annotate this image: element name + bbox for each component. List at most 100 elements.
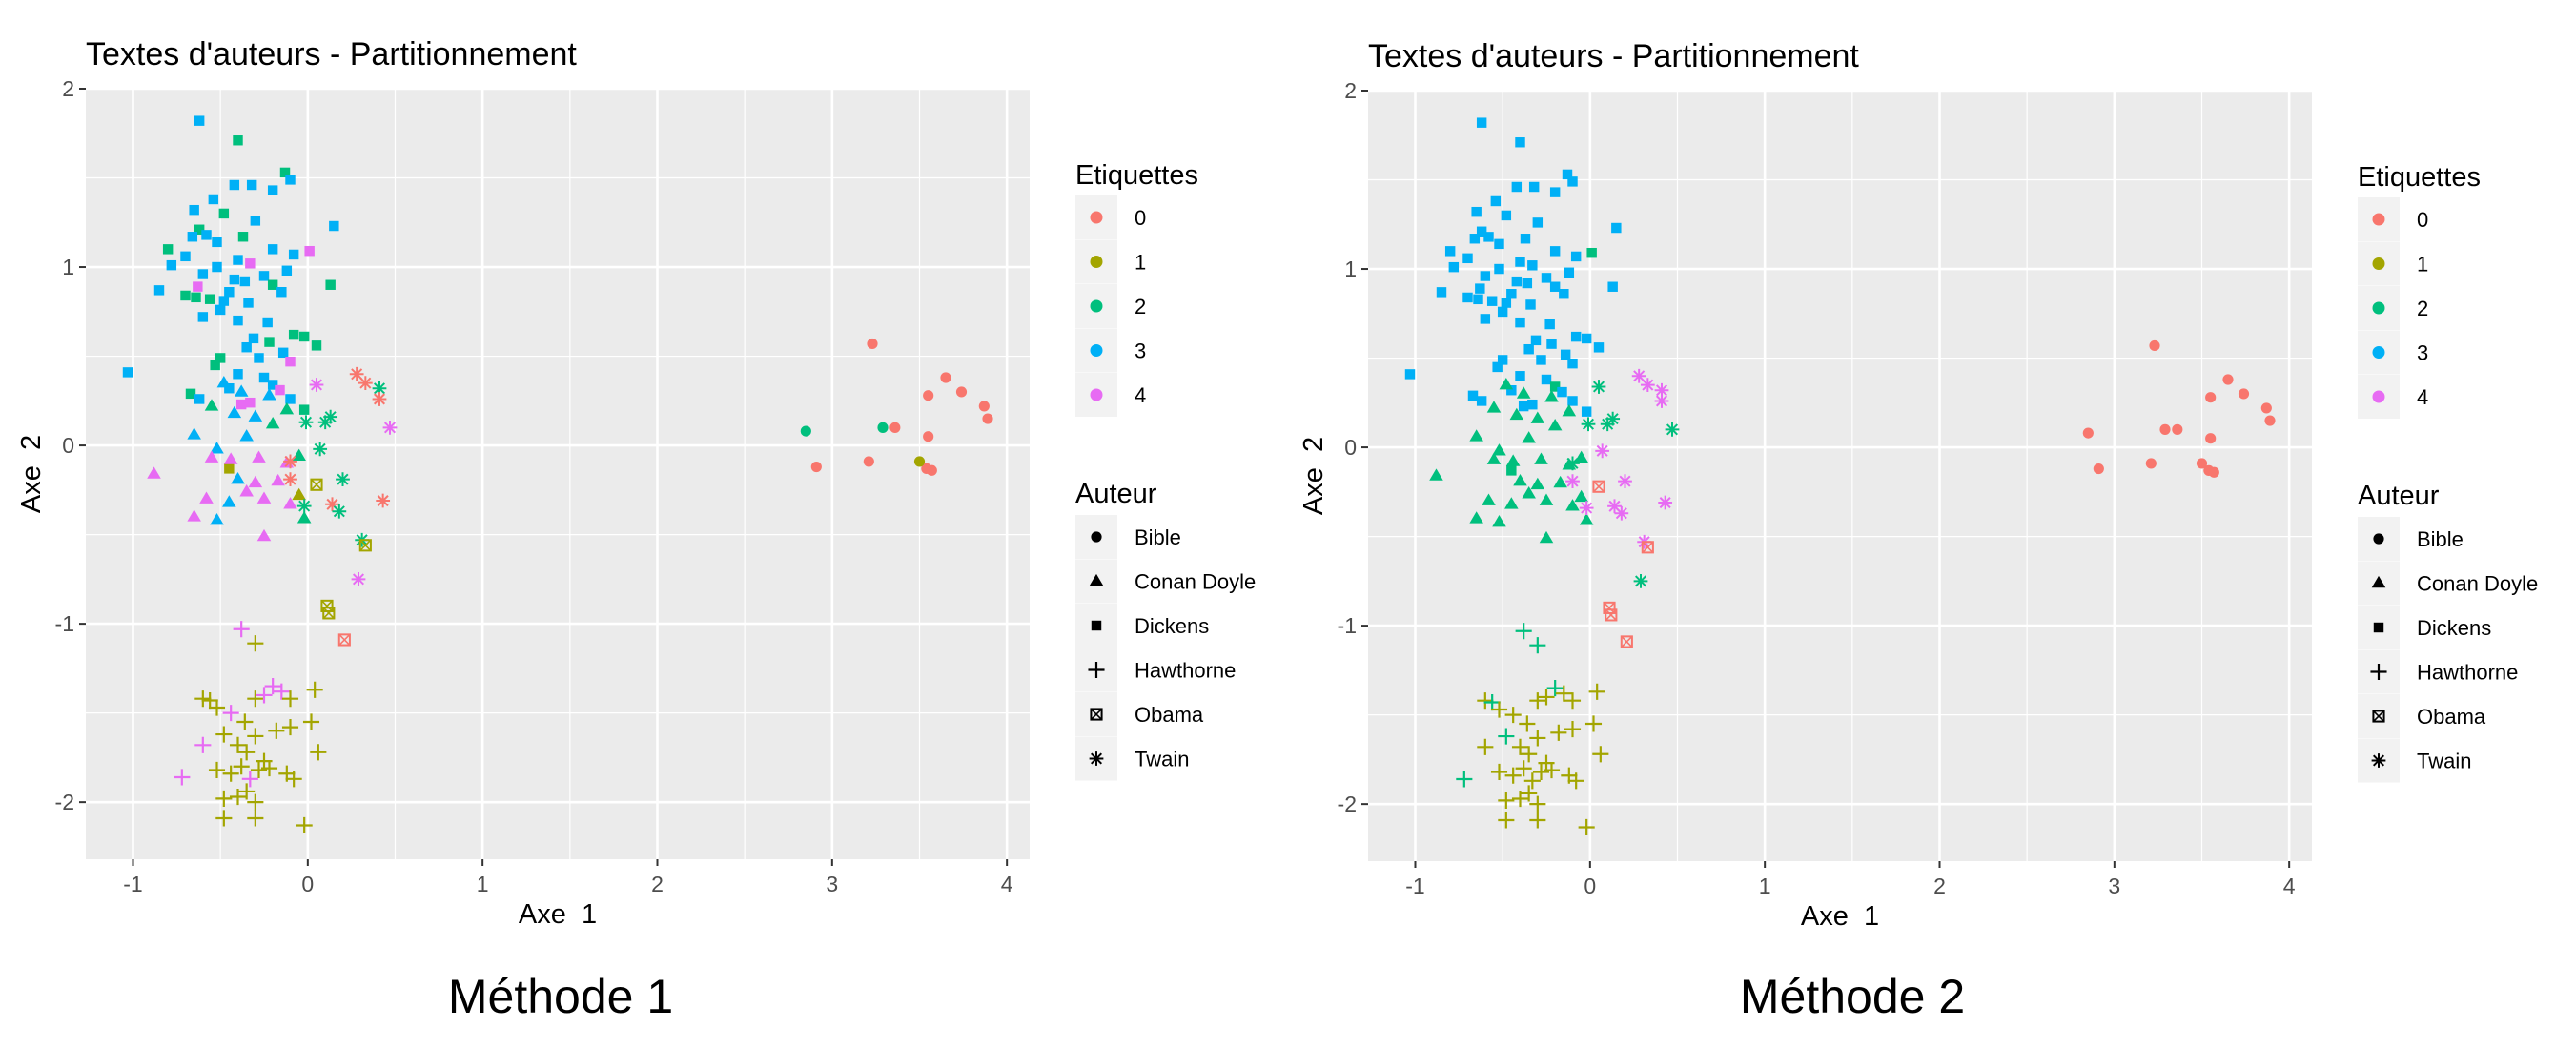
point-conan-doyle [1534, 452, 1548, 464]
point-hawthorne [236, 713, 254, 730]
point-twain [1654, 394, 1669, 408]
point-dickens [1518, 401, 1529, 412]
point-conan-doyle [1547, 418, 1563, 431]
point-conan-doyle [292, 487, 306, 501]
point-hawthorne [1498, 812, 1515, 829]
point-dickens [1527, 260, 1538, 271]
point-dickens [201, 230, 212, 240]
y-tick-label: 0 [1344, 435, 1357, 460]
point-dickens [298, 331, 310, 342]
point-hawthorne [1504, 767, 1522, 784]
point-hawthorne [247, 635, 264, 652]
point-dickens [1494, 238, 1504, 250]
legend-shape-title: Auteur [2358, 481, 2440, 511]
point-dickens [191, 292, 201, 303]
point-dickens [1501, 298, 1512, 308]
point-twain [283, 454, 297, 469]
plot-background [86, 89, 1030, 859]
point-conan-doyle [1522, 431, 1536, 443]
point-hawthorne [256, 687, 273, 704]
point-bible [2208, 466, 2219, 478]
legend-entry-label: 1 [2417, 253, 2428, 277]
point-conan-doyle [1504, 497, 1519, 509]
point-conan-doyle [1469, 429, 1483, 442]
point-hawthorne [1511, 738, 1529, 755]
x-tick-label: 4 [2283, 874, 2296, 898]
legend-entry-label: 3 [1135, 339, 1146, 363]
chart-panel-1: -1 0 1 2 3 4 -2 -1 0 1 2 Textes d'auteurs - Parti… [16, 36, 1256, 1023]
legend-shape-bible-icon [2373, 533, 2384, 545]
point-dickens [193, 281, 203, 292]
legend-color-entries: 0 1 2 3 4 [1075, 195, 1146, 417]
chart-title: Textes d'auteurs - Partitionnement [86, 36, 577, 72]
point-bible [2260, 402, 2272, 414]
point-hawthorne [1490, 701, 1508, 718]
legend-shape-obama-icon [2372, 710, 2385, 723]
point-hawthorne [241, 771, 258, 788]
point-dickens [267, 185, 278, 195]
point-dickens [180, 290, 191, 301]
point-conan-doyle [234, 384, 249, 397]
point-dickens [1581, 333, 1592, 344]
point-dickens [1607, 281, 1618, 292]
legend-entry-label: Bible [2417, 527, 2464, 551]
point-dickens [1506, 385, 1517, 396]
point-dickens [285, 394, 296, 404]
point-dickens [1525, 299, 1536, 310]
point-hawthorne [229, 788, 247, 806]
point-conan-doyle [248, 475, 263, 488]
point-hawthorne [1538, 689, 1555, 706]
point-dickens [1523, 343, 1534, 355]
legend-entry-label: Dickens [2417, 616, 2491, 640]
point-dickens [288, 329, 299, 340]
point-conan-doyle [1530, 477, 1545, 490]
point-twain [372, 392, 387, 406]
legend-swatch [1090, 344, 1103, 357]
point-bible [2172, 423, 2183, 435]
legend-entry-label: 2 [2417, 297, 2428, 320]
point-hawthorne [201, 691, 218, 710]
point-twain [332, 504, 347, 519]
y-tick-labels: -2 -1 0 1 2 [1338, 78, 1368, 816]
point-obama [322, 607, 336, 620]
point-twain [317, 415, 333, 430]
point-bible [2082, 427, 2094, 439]
point-dickens [267, 279, 278, 290]
point-bible [2205, 392, 2217, 403]
point-conan-doyle [204, 399, 219, 411]
point-hawthorne [281, 690, 299, 708]
point-dickens [1532, 217, 1544, 228]
point-conan-doyle [210, 512, 224, 525]
point-dickens [1593, 342, 1605, 353]
y-tick-label: -2 [1338, 792, 1357, 816]
y-tick-labels: -2 -1 0 1 2 [55, 76, 86, 814]
point-dickens [1492, 361, 1503, 373]
legend-entry-label: Conan Doyle [1135, 570, 1256, 594]
legend-entry-label: 0 [1135, 206, 1146, 230]
legend-entry-label: Hawthorne [2417, 661, 2518, 685]
point-twain [1633, 573, 1648, 588]
legend-entry-label: Dickens [1135, 614, 1209, 638]
point-bible [2145, 458, 2157, 469]
point-hawthorne [1532, 763, 1550, 781]
point-dickens [1527, 399, 1538, 410]
point-hawthorne [1529, 795, 1546, 812]
y-axis-label: Axe 2 [16, 435, 47, 513]
legend-shape-twain-icon [1089, 751, 1104, 766]
point-twain [1618, 474, 1632, 488]
point-dickens [239, 276, 251, 287]
point-hawthorne [1588, 683, 1605, 700]
legend-color-title: Etiquettes [2358, 162, 2481, 193]
point-dickens [241, 341, 252, 353]
point-dickens [276, 287, 287, 298]
point-dickens [229, 179, 240, 191]
point-conan-doyle [1544, 390, 1559, 402]
legend-swatch [1090, 388, 1103, 401]
point-dickens [1506, 289, 1517, 299]
point-conan-doyle [1516, 386, 1531, 399]
point-dickens [233, 135, 243, 146]
point-bible [800, 425, 811, 437]
grid-lines [86, 87, 1030, 859]
x-tick-label: -1 [1405, 874, 1424, 898]
point-twain [372, 381, 387, 396]
